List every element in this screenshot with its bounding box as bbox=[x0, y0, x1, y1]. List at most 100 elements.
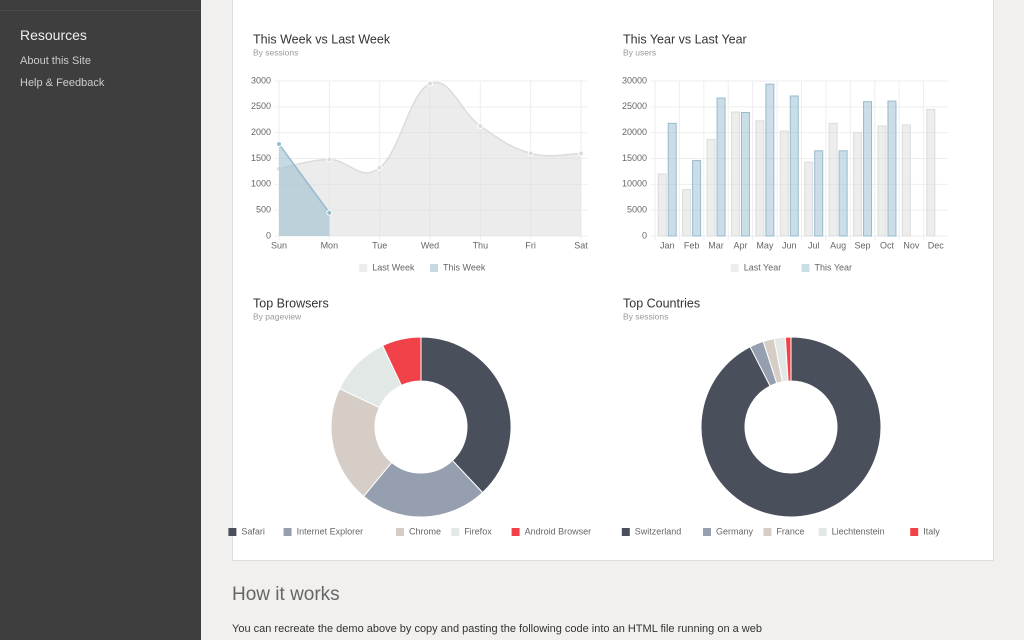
legend-label: Chrome bbox=[409, 526, 441, 536]
x-tick-label: Jul bbox=[808, 240, 820, 250]
chart-title: Top Browsers bbox=[253, 296, 329, 310]
y-tick-label: 25000 bbox=[622, 101, 647, 111]
x-tick-label: Sep bbox=[855, 240, 871, 250]
bar bbox=[730, 111, 740, 237]
sidebar: Resources About this Site Help & Feedbac… bbox=[0, 0, 201, 640]
chart-subtitle: By users bbox=[623, 47, 656, 57]
point bbox=[276, 141, 282, 148]
sidebar-link[interactable]: About this Site bbox=[20, 55, 91, 67]
chart-subtitle: By pageview bbox=[253, 311, 302, 321]
bar bbox=[706, 138, 716, 237]
legend-label: Android Browser bbox=[525, 526, 592, 536]
point bbox=[477, 122, 484, 129]
legend-swatch bbox=[801, 264, 810, 272]
legend-swatch bbox=[451, 528, 460, 536]
bar bbox=[740, 112, 750, 237]
x-tick-label: Dec bbox=[928, 240, 945, 250]
x-tick-label: Aug bbox=[830, 240, 846, 250]
bar bbox=[926, 108, 936, 237]
legend-swatch bbox=[396, 528, 404, 536]
y-tick-label: 20000 bbox=[622, 127, 647, 137]
sidebar-link[interactable]: Help & Feedback bbox=[20, 77, 105, 89]
x-tick-label: Wed bbox=[421, 240, 439, 250]
bar bbox=[804, 161, 814, 237]
slice bbox=[700, 336, 882, 518]
chart-subtitle: By sessions bbox=[623, 311, 668, 321]
bar bbox=[755, 120, 765, 237]
bar bbox=[765, 83, 775, 237]
x-tick-label: Sat bbox=[574, 240, 588, 250]
legend-swatch bbox=[910, 528, 919, 536]
x-tick-label: Thu bbox=[473, 240, 489, 250]
legend-swatch bbox=[763, 528, 772, 536]
legend-swatch bbox=[283, 528, 292, 536]
slice bbox=[420, 336, 512, 494]
legend-swatch bbox=[703, 528, 711, 536]
legend-swatch bbox=[228, 528, 237, 536]
bar bbox=[657, 173, 667, 237]
area bbox=[279, 82, 581, 236]
legend-label: This Year bbox=[815, 262, 853, 272]
divider bbox=[0, 10, 201, 11]
bar bbox=[716, 97, 726, 237]
x-tick-label: Feb bbox=[684, 240, 700, 250]
bar bbox=[779, 130, 789, 237]
slice bbox=[362, 459, 484, 518]
bar bbox=[838, 150, 848, 237]
y-tick-label: 0 bbox=[642, 230, 647, 240]
legend-label: Germany bbox=[716, 526, 754, 536]
point bbox=[527, 150, 534, 157]
legend-swatch bbox=[730, 264, 739, 272]
slice bbox=[330, 388, 393, 498]
point bbox=[326, 209, 333, 216]
legend-label: Italy bbox=[923, 526, 940, 536]
y-tick-label: 2000 bbox=[251, 127, 271, 137]
legend-label: Firefox bbox=[464, 526, 492, 536]
line bbox=[278, 143, 330, 214]
y-tick-label: 1500 bbox=[251, 153, 271, 163]
bar bbox=[828, 122, 838, 237]
chart-title: This Week vs Last Week bbox=[253, 32, 391, 46]
point bbox=[326, 156, 333, 163]
area bbox=[279, 144, 330, 236]
slice bbox=[784, 336, 792, 382]
legend-swatch bbox=[818, 528, 827, 536]
bar bbox=[877, 125, 887, 237]
point bbox=[578, 150, 584, 157]
y-tick-label: 500 bbox=[256, 205, 271, 215]
x-tick-label: Oct bbox=[880, 240, 895, 250]
bar bbox=[789, 95, 799, 237]
x-tick-label: Apr bbox=[733, 240, 747, 250]
legend-swatch bbox=[430, 264, 438, 272]
legend-label: Internet Explorer bbox=[297, 526, 364, 536]
x-tick-label: Tue bbox=[372, 240, 387, 250]
slice bbox=[382, 336, 422, 387]
bar bbox=[692, 160, 702, 237]
x-tick-label: Sun bbox=[271, 240, 287, 250]
chart-title: Top Countries bbox=[623, 296, 700, 310]
y-tick-label: 30000 bbox=[622, 75, 647, 85]
chart-title: This Year vs Last Year bbox=[623, 32, 747, 46]
x-tick-label: May bbox=[756, 240, 774, 250]
x-tick-label: Jan bbox=[660, 240, 675, 250]
sidebar-title: Resources bbox=[20, 27, 87, 43]
y-tick-label: 10000 bbox=[622, 179, 647, 189]
y-tick-label: 1000 bbox=[251, 179, 271, 189]
legend-label: Last Year bbox=[744, 262, 782, 272]
point bbox=[427, 80, 433, 87]
bar bbox=[667, 122, 677, 237]
legend-label: Last Week bbox=[372, 262, 415, 272]
legend-swatch bbox=[511, 528, 520, 536]
legend-label: France bbox=[776, 526, 804, 536]
y-tick-label: 2500 bbox=[251, 101, 271, 111]
x-tick-label: Fri bbox=[525, 240, 536, 250]
bar bbox=[887, 100, 897, 237]
bar bbox=[853, 132, 863, 237]
legend-label: Liechtenstein bbox=[832, 526, 885, 536]
bar bbox=[814, 150, 824, 237]
y-tick-label: 0 bbox=[266, 230, 271, 240]
y-tick-label: 3000 bbox=[251, 75, 271, 85]
bar bbox=[901, 124, 911, 237]
